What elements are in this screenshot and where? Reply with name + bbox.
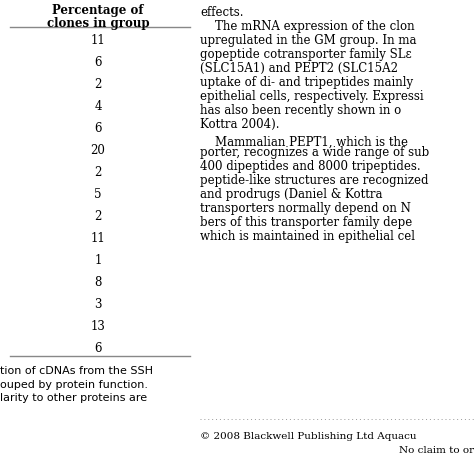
Text: uptake of di- and tripeptides mainly: uptake of di- and tripeptides mainly xyxy=(200,76,413,89)
Text: porter, recognizes a wide range of sub: porter, recognizes a wide range of sub xyxy=(200,146,429,159)
Text: ouped by protein function.: ouped by protein function. xyxy=(0,380,148,390)
Text: 3: 3 xyxy=(94,298,102,311)
Text: Kottra 2004).: Kottra 2004). xyxy=(200,118,280,131)
Text: 2: 2 xyxy=(94,210,102,223)
Text: 6: 6 xyxy=(94,342,102,355)
Text: No claim to or: No claim to or xyxy=(399,446,474,455)
Text: 1: 1 xyxy=(94,254,102,267)
Text: transporters normally depend on N: transporters normally depend on N xyxy=(200,202,411,215)
Text: (SLC15A1) and PEPT2 (SLC15A2: (SLC15A1) and PEPT2 (SLC15A2 xyxy=(200,62,398,75)
Text: 5: 5 xyxy=(94,188,102,201)
Text: tion of cDNAs from the SSH: tion of cDNAs from the SSH xyxy=(0,366,153,376)
Text: 2: 2 xyxy=(94,78,102,91)
Text: The mRNA expression of the clon: The mRNA expression of the clon xyxy=(200,20,415,33)
Text: Mammalian PEPT1, which is the: Mammalian PEPT1, which is the xyxy=(200,136,414,149)
Text: 11: 11 xyxy=(91,34,105,47)
Text: has also been recently shown in o: has also been recently shown in o xyxy=(200,104,401,117)
Text: gopeptide cotransporter family SLε: gopeptide cotransporter family SLε xyxy=(200,48,411,61)
Text: 2: 2 xyxy=(94,166,102,179)
Text: © 2008 Blackwell Publishing Ltd Aquacu: © 2008 Blackwell Publishing Ltd Aquacu xyxy=(200,432,417,441)
Text: 400 dipeptides and 8000 tripeptides.: 400 dipeptides and 8000 tripeptides. xyxy=(200,160,420,173)
Text: peptide-like structures are recognized: peptide-like structures are recognized xyxy=(200,174,428,187)
Text: which is maintained in epithelial cel: which is maintained in epithelial cel xyxy=(200,230,415,243)
Text: bers of this transporter family depe: bers of this transporter family depe xyxy=(200,216,412,229)
Text: 20: 20 xyxy=(91,144,105,157)
Text: 6: 6 xyxy=(94,122,102,135)
Text: 4: 4 xyxy=(94,100,102,113)
Text: effects.: effects. xyxy=(200,6,244,19)
Text: 8: 8 xyxy=(94,276,102,289)
Text: Percentage of: Percentage of xyxy=(52,4,144,17)
Text: and prodrugs (Daniel & Kottra: and prodrugs (Daniel & Kottra xyxy=(200,188,389,201)
Text: epithelial cells, respectively. Expressi: epithelial cells, respectively. Expressi xyxy=(200,90,424,103)
Text: clones in group: clones in group xyxy=(46,17,149,30)
Text: larity to other proteins are: larity to other proteins are xyxy=(0,393,147,403)
Text: upregulated in the GM group. In ma: upregulated in the GM group. In ma xyxy=(200,34,417,47)
Text: 13: 13 xyxy=(91,320,105,333)
Text: 6: 6 xyxy=(94,56,102,69)
Text: 11: 11 xyxy=(91,232,105,245)
